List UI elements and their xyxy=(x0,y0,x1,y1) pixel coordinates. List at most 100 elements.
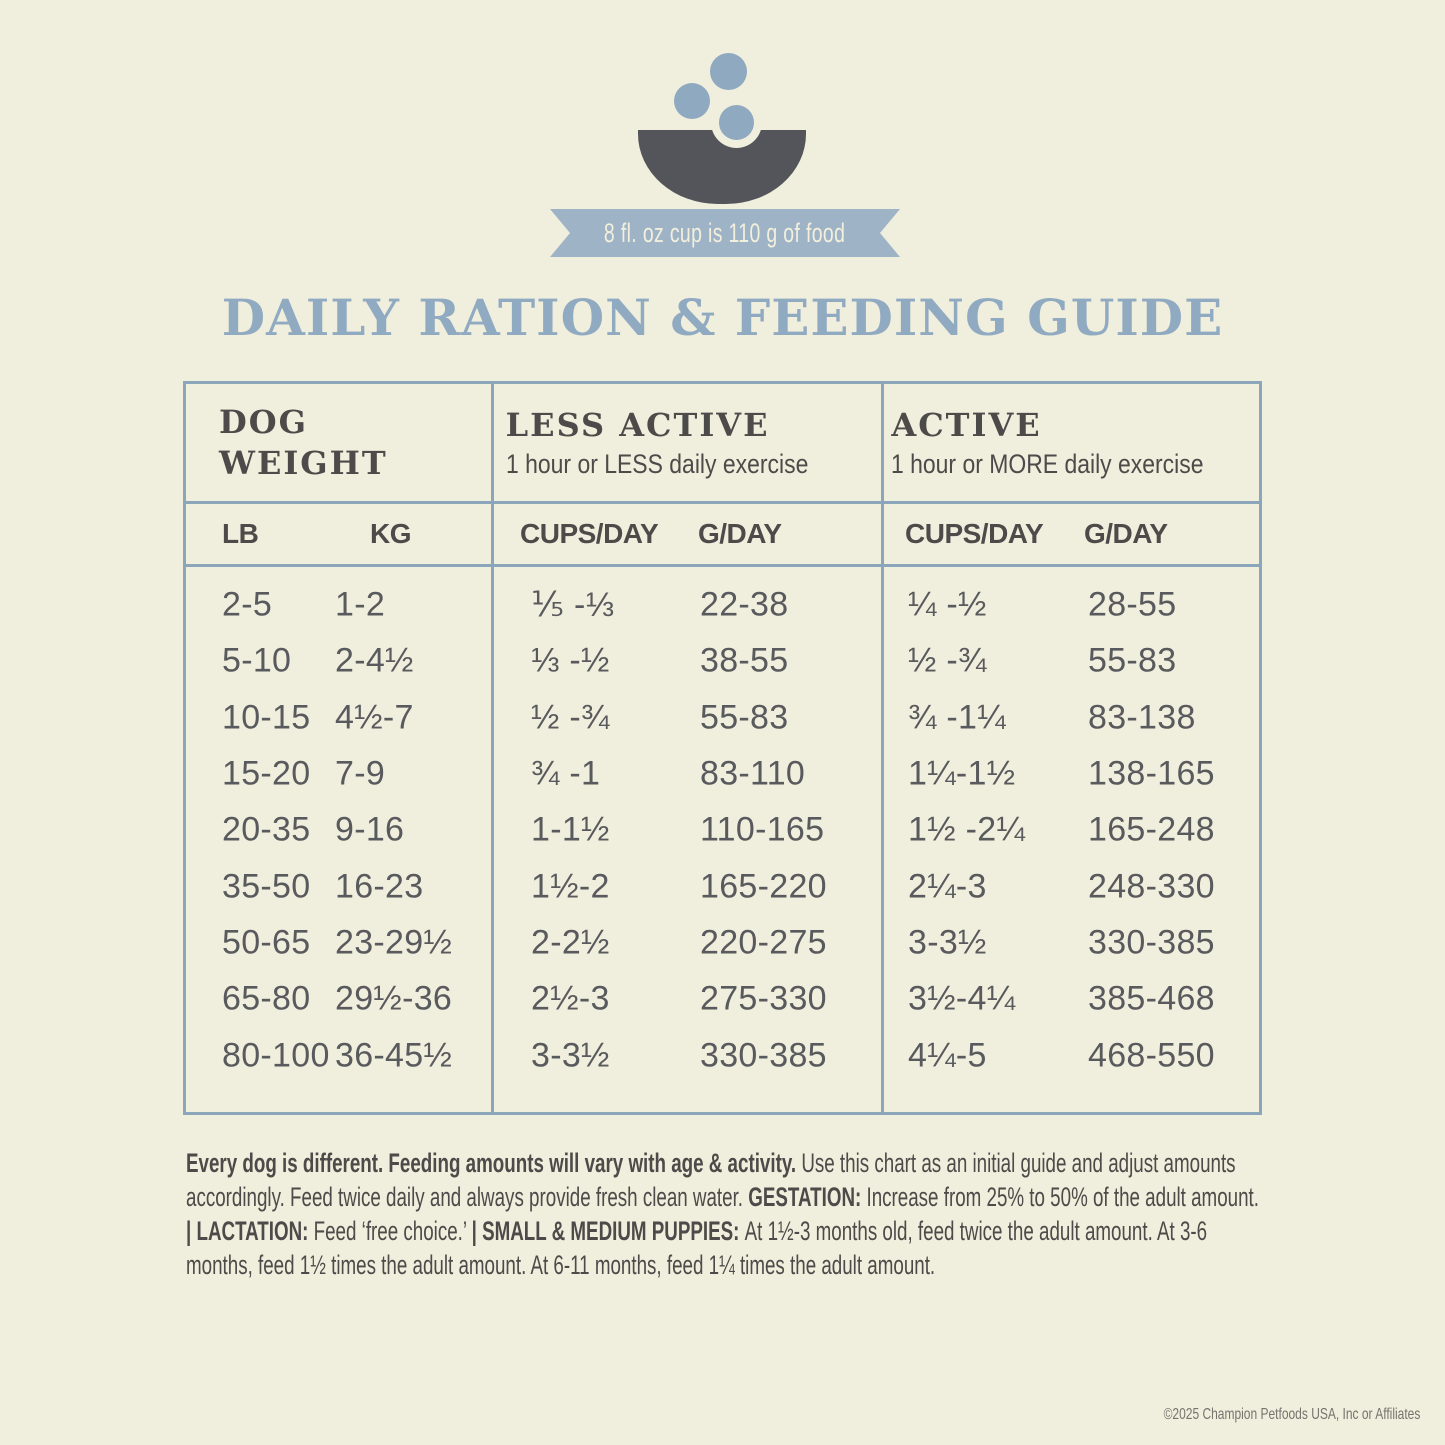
ribbon-banner: 8 fl. oz cup is 110 g of food xyxy=(550,209,900,257)
cell-grams-less-active: 275-330 xyxy=(700,979,827,1018)
ribbon-text: 8 fl. oz cup is 110 g of food xyxy=(604,217,846,248)
table-column-header-row: LB KG CUPS/DAY G/DAY CUPS/DAY G/DAY xyxy=(186,504,1259,564)
note-segment: Use this chart as an initial guide and a… xyxy=(186,1148,1236,1212)
cell-lb: 15-20 xyxy=(222,754,311,793)
column-header-kg: KG xyxy=(370,518,412,549)
table-divider xyxy=(881,384,884,1112)
cell-lb: 10-15 xyxy=(222,698,311,737)
table-row: 2-5 1-2 ⅕ -⅓ 22-38 ¼ -½ 28-55 xyxy=(186,577,1259,633)
feeding-notes: Every dog is different. Feeding amounts … xyxy=(186,1146,1264,1282)
cell-lb: 50-65 xyxy=(222,923,311,962)
cell-grams-active: 330-385 xyxy=(1088,923,1215,962)
cell-grams-active: 28-55 xyxy=(1088,585,1177,624)
cell-cups-less-active: 2½-3 xyxy=(531,979,610,1018)
table-row: 35-50 16-23 1½-2 165-220 2¼-3 248-330 xyxy=(186,859,1259,915)
cell-kg: 1-2 xyxy=(335,585,386,624)
cell-lb: 2-5 xyxy=(222,585,273,624)
cell-grams-active: 468-550 xyxy=(1088,1036,1215,1075)
cell-grams-less-active: 165-220 xyxy=(700,867,827,906)
cell-lb: 80-100 xyxy=(222,1036,330,1075)
section-less-active: LESS ACTIVE 1 hour or LESS daily exercis… xyxy=(476,384,862,501)
table-row: 80-100 36-45½ 3-3½ 330-385 4¼-5 468-550 xyxy=(186,1028,1259,1084)
cell-lb: 65-80 xyxy=(222,979,311,1018)
table-row: 50-65 23-29½ 2-2½ 220-275 3-3½ 330-385 xyxy=(186,915,1259,971)
cell-kg: 4½-7 xyxy=(335,698,414,737)
cell-cups-less-active: 2-2½ xyxy=(531,923,610,962)
cell-cups-active: ¾ -1¼ xyxy=(908,698,1006,737)
cell-kg: 9-16 xyxy=(335,810,405,849)
kibble-dot-icon xyxy=(710,53,747,90)
cell-cups-less-active: 1-1½ xyxy=(531,810,610,849)
note-segment: Every dog is different. Feeding amounts … xyxy=(186,1148,802,1178)
cell-cups-active: 1¼-1½ xyxy=(908,754,1016,793)
kibble-dot-icon xyxy=(719,105,754,140)
cell-grams-active: 138-165 xyxy=(1088,754,1215,793)
cell-cups-less-active: ½ -¾ xyxy=(531,698,610,737)
cell-kg: 7-9 xyxy=(335,754,386,793)
cell-cups-active: 3-3½ xyxy=(908,923,987,962)
table-body: 2-5 1-2 ⅕ -⅓ 22-38 ¼ -½ 28-55 5-10 2-4½ … xyxy=(186,567,1259,1112)
section-active: ACTIVE 1 hour or MORE daily exercise xyxy=(861,384,1259,501)
section-subtitle: 1 hour or LESS daily exercise xyxy=(505,449,809,480)
column-header-cups: CUPS/DAY xyxy=(520,518,659,549)
table-divider xyxy=(186,564,1259,567)
cell-grams-active: 248-330 xyxy=(1088,867,1215,906)
note-segment: | SMALL & MEDIUM PUPPIES: xyxy=(471,1216,745,1246)
table-row: 15-20 7-9 ¾ -1 83-110 1¼-1½ 138-165 xyxy=(186,746,1259,802)
table-divider xyxy=(491,384,494,1112)
cell-grams-less-active: 83-110 xyxy=(700,754,806,793)
cell-grams-active: 83-138 xyxy=(1088,698,1196,737)
cell-grams-active: 55-83 xyxy=(1088,641,1177,680)
cell-grams-less-active: 110-165 xyxy=(700,810,825,849)
cell-grams-active: 165-248 xyxy=(1088,810,1215,849)
note-segment: GESTATION: xyxy=(748,1182,867,1212)
cell-kg: 16-23 xyxy=(335,867,424,906)
cell-cups-active: ½ -¾ xyxy=(908,641,987,680)
section-label: DOG xyxy=(219,402,308,441)
cell-grams-less-active: 38-55 xyxy=(700,641,789,680)
cell-cups-active: 4¼-5 xyxy=(908,1036,987,1075)
note-segment: Increase from 25% to 50% of the adult am… xyxy=(866,1182,1259,1212)
section-subtitle: 1 hour or MORE daily exercise xyxy=(891,449,1204,480)
cell-cups-active: ¼ -½ xyxy=(908,585,987,624)
cell-cups-less-active: ¾ -1 xyxy=(531,754,601,793)
cell-cups-less-active: ⅕ -⅓ xyxy=(531,586,615,625)
cell-grams-less-active: 55-83 xyxy=(700,698,789,737)
section-label: LESS ACTIVE xyxy=(505,405,770,444)
cell-lb: 20-35 xyxy=(222,810,311,849)
cell-kg: 29½-36 xyxy=(335,979,453,1018)
table-section-header-row: DOG WEIGHT LESS ACTIVE 1 hour or LESS da… xyxy=(186,384,1259,501)
section-label: ACTIVE xyxy=(891,405,1042,444)
section-label: WEIGHT xyxy=(219,443,388,482)
cell-grams-less-active: 330-385 xyxy=(700,1036,827,1075)
cell-cups-less-active: ⅓ -½ xyxy=(531,641,610,680)
cell-grams-less-active: 22-38 xyxy=(700,585,789,624)
note-segment: Feed ‘free choice.’ xyxy=(313,1216,472,1246)
table-row: 65-80 29½-36 2½-3 275-330 3½-4¼ 385-468 xyxy=(186,971,1259,1027)
note-segment: | LACTATION: xyxy=(186,1216,314,1246)
table-row: 5-10 2-4½ ⅓ -½ 38-55 ½ -¾ 55-83 xyxy=(186,633,1259,689)
column-header-cups: CUPS/DAY xyxy=(905,518,1044,549)
column-header-grams: G/DAY xyxy=(1084,518,1168,549)
table-row: 10-15 4½-7 ½ -¾ 55-83 ¾ -1¼ 83-138 xyxy=(186,690,1259,746)
page-title: DAILY RATION & FEEDING GUIDE xyxy=(221,288,1224,347)
cell-kg: 23-29½ xyxy=(335,923,453,962)
cell-lb: 35-50 xyxy=(222,867,311,906)
cell-cups-active: 1½ -2¼ xyxy=(908,810,1026,849)
note-segment: At 1½-3 months old, feed twice the adult… xyxy=(186,1216,1208,1280)
cell-grams-less-active: 220-275 xyxy=(700,923,827,962)
column-header-lb: LB xyxy=(222,518,259,549)
cell-cups-less-active: 1½-2 xyxy=(531,867,610,906)
kibble-dot-icon xyxy=(674,83,710,119)
copyright-text: ©2025 Champion Petfoods USA, Inc or Affi… xyxy=(1163,1406,1420,1423)
cell-kg: 2-4½ xyxy=(335,641,414,680)
cell-cups-active: 2¼-3 xyxy=(908,867,987,906)
column-header-grams: G/DAY xyxy=(698,518,782,549)
cell-cups-less-active: 3-3½ xyxy=(531,1036,610,1075)
cell-grams-active: 385-468 xyxy=(1088,979,1215,1018)
feeding-table: DOG WEIGHT LESS ACTIVE 1 hour or LESS da… xyxy=(183,381,1262,1115)
table-row: 20-35 9-16 1-1½ 110-165 1½ -2¼ 165-248 xyxy=(186,802,1259,858)
table-divider xyxy=(186,501,1259,504)
cell-cups-active: 3½-4¼ xyxy=(908,979,1016,1018)
